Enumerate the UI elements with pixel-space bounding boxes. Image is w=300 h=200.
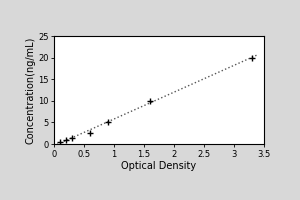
X-axis label: Optical Density: Optical Density: [122, 161, 196, 171]
Y-axis label: Concentration(ng/mL): Concentration(ng/mL): [25, 36, 35, 144]
